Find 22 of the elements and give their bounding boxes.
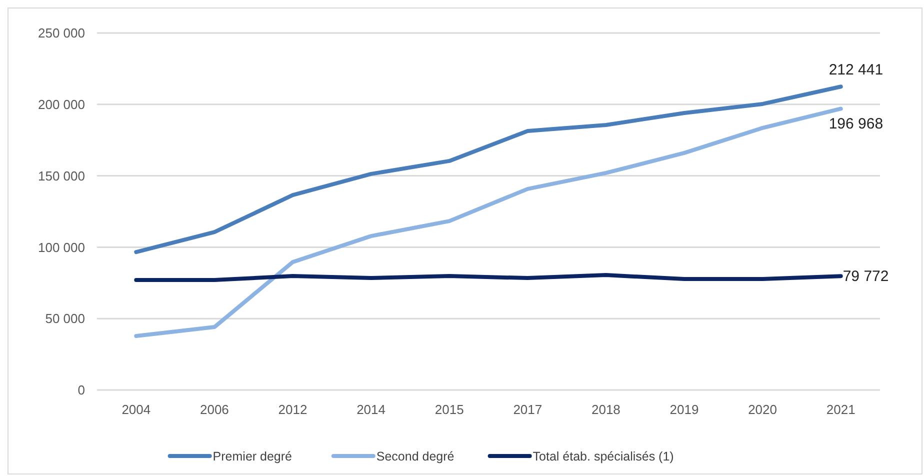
annotation: 196 968 bbox=[828, 116, 884, 133]
y-tick-label: 0 bbox=[78, 382, 85, 398]
annotation: 212 441 bbox=[828, 62, 884, 79]
x-tick-label: 2004 bbox=[122, 402, 151, 417]
x-tick-label: 2019 bbox=[670, 402, 699, 417]
y-tick-label: 100 000 bbox=[38, 240, 85, 255]
x-tick-label: 2012 bbox=[278, 402, 308, 417]
x-tick-label: 2017 bbox=[513, 402, 542, 417]
y-tick-label: 250 000 bbox=[38, 26, 85, 41]
y-tick-label: 150 000 bbox=[38, 168, 85, 184]
legend-label: Total étab. spécialisés (1) bbox=[532, 449, 674, 464]
x-tick-label: 2015 bbox=[434, 402, 464, 417]
x-tick-label: 2021 bbox=[826, 402, 856, 417]
y-tick-label: 50 000 bbox=[45, 311, 85, 326]
x-tick-label: 2006 bbox=[200, 402, 229, 417]
legend-label: Premier degré bbox=[212, 449, 292, 464]
y-tick-label: 200 000 bbox=[38, 96, 85, 112]
x-tick-label: 2014 bbox=[356, 402, 386, 417]
legend-label: Second degré bbox=[376, 449, 454, 464]
annotation: 79 772 bbox=[842, 268, 889, 286]
x-tick-label: 2018 bbox=[591, 402, 620, 417]
x-tick-label: 2020 bbox=[748, 402, 778, 417]
